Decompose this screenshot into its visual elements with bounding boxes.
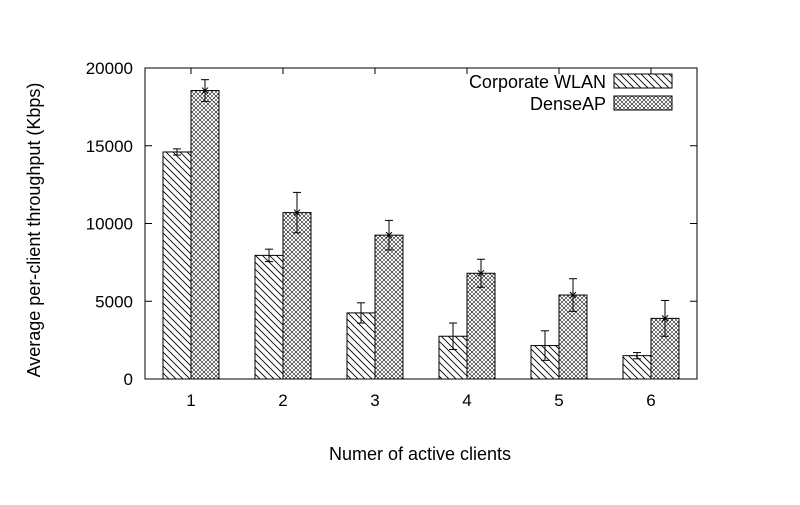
bar-denseap-2 xyxy=(282,212,312,380)
point-marker xyxy=(661,314,669,323)
bar-corporate-wlan-2 xyxy=(254,254,284,380)
point-marker xyxy=(293,208,301,217)
y-tick-label: 0 xyxy=(124,370,133,389)
legend-label-denseap: DenseAP xyxy=(530,94,606,114)
error-bar-corporate-wlan-4 xyxy=(449,322,457,350)
error-bar-corporate-wlan-3 xyxy=(357,302,365,324)
legend-swatch-corporate-wlan xyxy=(613,73,673,89)
y-tick-label: 15000 xyxy=(86,137,133,156)
plot-frame xyxy=(144,67,698,380)
point-marker xyxy=(569,291,577,300)
error-bar-denseap-4 xyxy=(477,258,485,288)
error-bar-corporate-wlan-5 xyxy=(541,330,549,361)
x-tick-label: 5 xyxy=(554,391,563,410)
error-bar-denseap-3 xyxy=(385,219,393,251)
bar-denseap-1 xyxy=(190,90,220,380)
bar-denseap-3 xyxy=(374,234,404,380)
error-bar-corporate-wlan-1 xyxy=(173,148,181,156)
bar-denseap-4 xyxy=(466,272,496,380)
error-bar-corporate-wlan-2 xyxy=(265,248,273,263)
x-tick-label: 3 xyxy=(370,391,379,410)
point-marker xyxy=(201,86,209,95)
error-bar-corporate-wlan-6 xyxy=(633,352,641,360)
legend-swatch-denseap xyxy=(613,95,673,111)
error-bar-denseap-1 xyxy=(201,79,209,102)
bar-corporate-wlan-1 xyxy=(162,151,192,380)
y-axis-title: Average per-client throughput (Kbps) xyxy=(24,83,44,378)
y-tick-label: 20000 xyxy=(86,59,133,78)
x-tick-label: 4 xyxy=(462,391,471,410)
y-tick-label: 5000 xyxy=(95,292,133,311)
error-bar-denseap-2 xyxy=(293,191,301,234)
point-marker xyxy=(385,231,393,240)
x-tick-label: 2 xyxy=(278,391,287,410)
point-marker xyxy=(477,269,485,278)
error-bar-denseap-6 xyxy=(661,299,669,337)
y-tick-label: 10000 xyxy=(86,215,133,234)
x-tick-label: 1 xyxy=(186,391,195,410)
legend-label-corporate-wlan: Corporate WLAN xyxy=(469,72,606,92)
x-tick-label: 6 xyxy=(646,391,655,410)
error-bar-denseap-5 xyxy=(569,278,577,312)
x-axis-title: Numer of active clients xyxy=(329,444,511,464)
